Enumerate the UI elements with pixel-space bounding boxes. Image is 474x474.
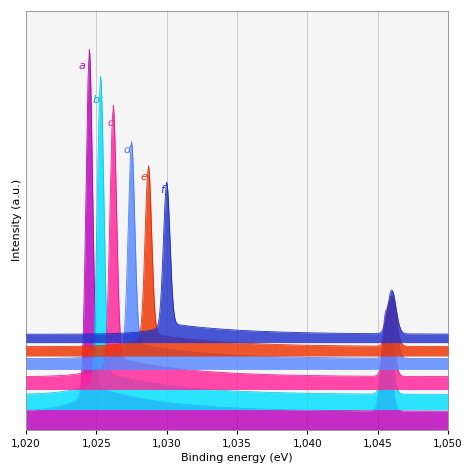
Text: d: d [124, 145, 131, 155]
Y-axis label: Intensity (a.u.): Intensity (a.u.) [12, 179, 22, 262]
X-axis label: Binding energy (eV): Binding energy (eV) [181, 453, 293, 463]
Text: e: e [141, 172, 147, 182]
Text: a: a [79, 62, 86, 72]
Text: f: f [161, 185, 164, 195]
Text: b: b [93, 95, 100, 105]
Text: c: c [107, 118, 113, 128]
